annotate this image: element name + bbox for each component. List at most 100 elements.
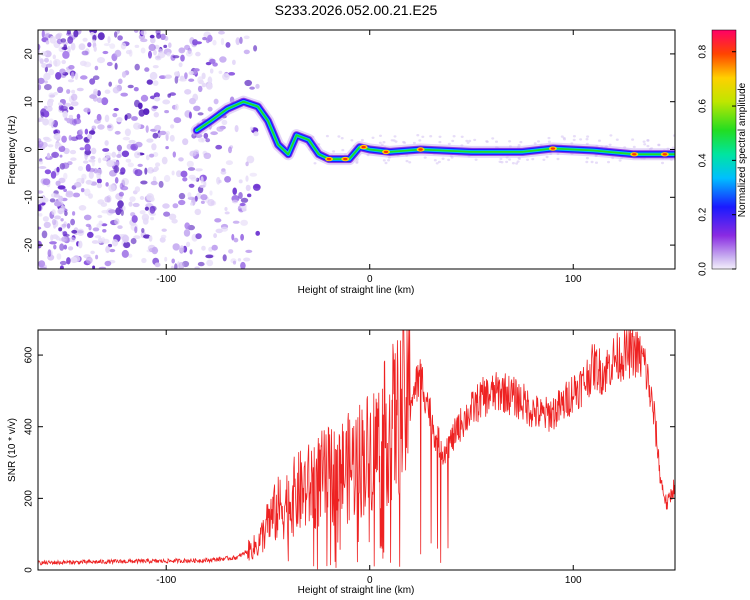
noise-speckle: [220, 170, 227, 175]
track-halo-dot: [371, 136, 375, 139]
noise-speckle: [88, 130, 96, 135]
track-halo-dot: [416, 134, 420, 137]
noise-speckle: [40, 51, 48, 57]
noise-speckle: [148, 235, 153, 242]
noise-speckle: [49, 241, 57, 245]
noise-speckle: [68, 65, 75, 70]
noise-speckle: [209, 68, 214, 74]
noise-speckle: [197, 76, 204, 85]
noise-speckle: [70, 218, 75, 226]
noise-speckle: [195, 51, 201, 57]
noise-speckle: [194, 266, 200, 269]
noise-speckle: [114, 49, 122, 58]
colorbar-gradient: [711, 29, 737, 270]
noise-speckle: [195, 233, 202, 240]
noise-speckle: [106, 160, 115, 167]
noise-speckle: [186, 241, 191, 247]
noise-speckle: [140, 38, 148, 43]
snr-x-ticks: -100 0 100: [156, 330, 582, 586]
track-halo-dot: [441, 157, 445, 160]
noise-speckle: [96, 113, 102, 121]
noise-speckle: [194, 208, 202, 216]
noise-speckle: [53, 193, 60, 198]
noise-speckle: [39, 160, 44, 165]
noise-speckle: [105, 245, 110, 254]
noise-speckle: [122, 205, 126, 211]
noise-speckle: [137, 163, 143, 167]
noise-speckle: [240, 261, 246, 269]
track-halo-dot: [378, 141, 382, 144]
noise-speckle: [182, 177, 188, 182]
noise-speckle: [96, 172, 101, 180]
noise-speckle: [164, 110, 170, 114]
noise-speckle: [165, 146, 169, 150]
snr-frame: [37, 329, 676, 571]
noise-speckle: [147, 167, 155, 174]
noise-speckle: [155, 162, 161, 167]
noise-speckle: [144, 167, 148, 175]
noise-speckle: [42, 110, 50, 118]
noise-speckle: [219, 56, 227, 63]
noise-speckle: [253, 131, 259, 137]
noise-speckle: [186, 160, 194, 168]
noise-speckle: [144, 67, 150, 72]
noise-speckle: [241, 206, 247, 212]
track-halo-dot: [632, 145, 636, 149]
track-halo-dot: [560, 135, 564, 138]
noise-speckle: [179, 245, 185, 254]
noise-speckle: [129, 196, 136, 203]
noise-speckle: [72, 192, 81, 198]
noise-speckle: [141, 257, 147, 264]
track-halo-dot: [313, 162, 317, 165]
noise-speckle: [233, 237, 239, 243]
noise-speckle: [108, 184, 116, 192]
noise-speckle: [245, 175, 249, 182]
track-halo-dot: [379, 134, 382, 137]
noise-speckle: [245, 249, 253, 253]
track-halo-dot: [511, 162, 515, 165]
noise-speckle: [117, 225, 123, 230]
x-tick-label: 0: [367, 575, 373, 586]
colorbar-tick-label: 0.8: [698, 44, 709, 58]
track-halo-dot: [519, 140, 523, 144]
noise-speckle: [109, 43, 116, 49]
noise-speckle: [50, 171, 57, 179]
noise-speckle: [151, 143, 157, 151]
noise-speckle: [253, 184, 261, 189]
track-halo-dot: [451, 139, 455, 143]
noise-speckle: [171, 218, 178, 224]
noise-speckle: [209, 190, 213, 196]
colorbar-ticks: 0.0 0.2 0.4 0.6 0.8: [698, 44, 736, 276]
noise-speckle: [96, 223, 102, 228]
noise-speckle: [58, 143, 62, 148]
noise-speckle: [146, 138, 154, 143]
noise-speckle: [108, 81, 112, 87]
noise-speckle: [67, 36, 74, 44]
noise-speckle: [163, 211, 171, 217]
noise-speckle: [154, 262, 161, 268]
noise-speckle: [125, 158, 132, 163]
noise-speckle: [58, 195, 64, 203]
noise-speckle: [156, 55, 161, 59]
track-halo-dot: [433, 159, 437, 162]
noise-speckle: [244, 79, 252, 87]
noise-speckle: [51, 218, 57, 226]
track-halo-dot: [642, 140, 646, 143]
noise-speckle: [161, 228, 167, 232]
y-tick-label: 0: [24, 567, 35, 573]
chart-title: S233.2026.052.00.21.E25: [275, 2, 438, 18]
noise-speckle: [38, 199, 43, 204]
noise-speckle: [73, 118, 82, 125]
noise-speckle: [210, 131, 218, 136]
noise-speckle: [164, 256, 168, 262]
noise-speckle: [127, 84, 134, 89]
noise-speckle: [237, 258, 242, 262]
noise-speckle: [42, 178, 51, 186]
noise-speckle: [174, 71, 180, 77]
noise-speckle: [134, 30, 139, 33]
track-halo-dot: [332, 150, 336, 153]
noise-speckle: [158, 180, 164, 188]
noise-speckle: [60, 105, 68, 111]
spectrogram-x-label: Height of straight line (km): [298, 285, 415, 296]
noise-speckle: [67, 45, 71, 54]
